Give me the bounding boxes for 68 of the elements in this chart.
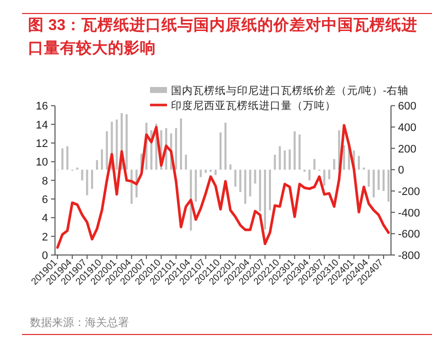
bar — [81, 170, 84, 180]
bar — [204, 170, 207, 173]
bar — [130, 170, 133, 204]
bar — [259, 170, 262, 212]
bar — [100, 149, 103, 170]
y2-tick-label: -600 — [398, 228, 420, 241]
bar — [184, 154, 187, 170]
bar — [333, 159, 336, 170]
bar — [387, 170, 390, 202]
bar — [224, 122, 227, 170]
y-tick-label: 2 — [42, 231, 48, 244]
bar — [328, 170, 330, 180]
y2-tick-label: 400 — [398, 122, 416, 134]
bar — [214, 170, 217, 176]
bar — [254, 170, 256, 184]
bar — [126, 114, 128, 170]
y2-tick-label: -200 — [398, 186, 420, 198]
y-tick-label: 0 — [42, 250, 48, 262]
bar — [268, 170, 271, 210]
bar — [358, 156, 360, 170]
bar — [61, 148, 64, 170]
bar — [200, 170, 202, 178]
y2-tick-label: 600 — [398, 100, 416, 113]
bar — [116, 120, 118, 170]
bar — [106, 131, 108, 170]
bar — [382, 170, 385, 192]
bar — [288, 149, 291, 170]
bar — [284, 150, 286, 170]
bar — [234, 170, 236, 187]
bar — [244, 170, 246, 204]
bar — [66, 146, 68, 170]
bar — [91, 170, 94, 189]
line-series — [56, 124, 390, 249]
bar — [249, 170, 252, 196]
y2-tick-label: 200 — [398, 143, 416, 156]
y-tick-label: 4 — [42, 212, 48, 225]
y-tick-label: 12 — [36, 138, 48, 150]
bar — [378, 170, 380, 190]
bar — [372, 170, 375, 198]
chart-title: 图 33：瓦楞纸进口纸与国内原纸的价差对中国瓦楞纸进口量有较大的影响 — [28, 16, 419, 59]
bar — [278, 146, 281, 170]
bar — [219, 132, 222, 170]
y2-tick-label: -800 — [398, 250, 420, 262]
y-tick-label: 6 — [42, 194, 48, 206]
bar — [96, 160, 98, 170]
bar — [343, 145, 346, 170]
bar — [313, 159, 316, 170]
bar — [308, 170, 311, 180]
bar — [194, 170, 197, 202]
bar — [239, 170, 242, 192]
y-tick-label: 10 — [36, 156, 48, 169]
bar — [229, 164, 232, 170]
y-tick-label: 14 — [36, 119, 48, 132]
source-note: 数据来源：海关总署 — [30, 316, 129, 330]
bar — [86, 170, 88, 196]
bar — [180, 118, 182, 170]
bar — [323, 170, 326, 186]
bar — [368, 170, 370, 187]
y2-tick-label: -400 — [398, 207, 420, 220]
bar — [175, 128, 178, 170]
y-tick-label: 8 — [42, 175, 48, 188]
bar — [298, 134, 301, 170]
bar — [274, 154, 276, 170]
y-tick-label: 16 — [36, 100, 48, 113]
bar — [264, 170, 266, 230]
legend-label: 印度尼西亚瓦楞纸进口量（万吨） — [171, 99, 336, 112]
bar — [294, 131, 296, 170]
y2-tick-label: 0 — [398, 164, 404, 177]
